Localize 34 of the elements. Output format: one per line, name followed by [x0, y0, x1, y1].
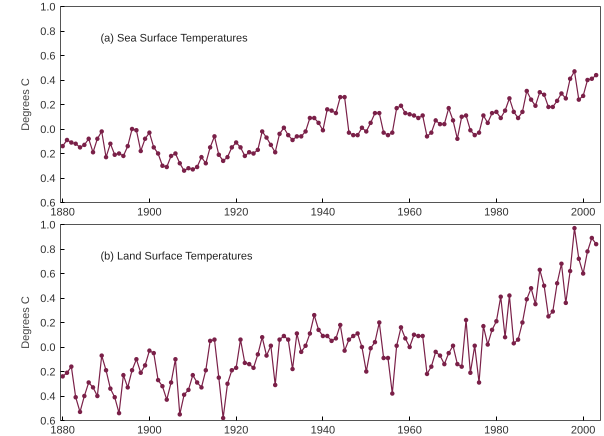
x-tick-label: 2000 — [570, 206, 596, 218]
x-tick-label: 1980 — [484, 424, 509, 436]
y-tick-label: 0.4 — [40, 391, 56, 403]
y-tick-label: 0.6 — [40, 268, 56, 280]
y-tick-label: 0.6 — [40, 50, 56, 62]
x-tick-label: 2000 — [570, 424, 596, 436]
y-tick-label: 0.0 — [40, 124, 56, 136]
x-tick-label: 1980 — [484, 206, 509, 218]
y-tick-label: 1.0 — [40, 220, 56, 232]
y-tick-label: 0.2 — [40, 100, 56, 112]
y-tick-label: 0.2 — [40, 148, 56, 160]
x-tick-label: 1920 — [224, 424, 248, 436]
y-tick-label: 1.0 — [40, 2, 56, 14]
y-tick-label: 0.4 — [40, 75, 56, 87]
y-tick-label: 0.4 — [40, 173, 56, 185]
x-tick-label: 1880 — [50, 424, 75, 436]
x-tick-label: 1920 — [224, 206, 248, 218]
x-tick-label: 1940 — [310, 206, 336, 218]
annotation: (b) Land Surface Temperatures — [100, 250, 254, 262]
y-tick-label: 0.8 — [40, 26, 56, 38]
x-tick-label: 1880 — [50, 206, 75, 218]
y-axis-title: Degrees C — [20, 296, 32, 349]
y-tick-label: 0.4 — [40, 293, 56, 305]
y-tick-label: 0.2 — [40, 366, 56, 378]
x-tick-label: 1960 — [397, 206, 422, 218]
y-tick-label: 0.2 — [40, 318, 56, 330]
y-tick-label: 0.8 — [40, 244, 56, 256]
y-axis-title: Degrees C — [20, 78, 32, 131]
annotation: (a) Sea Surface Temperatures — [100, 32, 248, 44]
x-tick-label: 1900 — [137, 424, 162, 436]
y-tick-label: 0.0 — [40, 342, 56, 354]
x-tick-label: 1960 — [397, 424, 422, 436]
x-tick-label: 1900 — [137, 206, 162, 218]
x-tick-label: 1940 — [310, 424, 336, 436]
